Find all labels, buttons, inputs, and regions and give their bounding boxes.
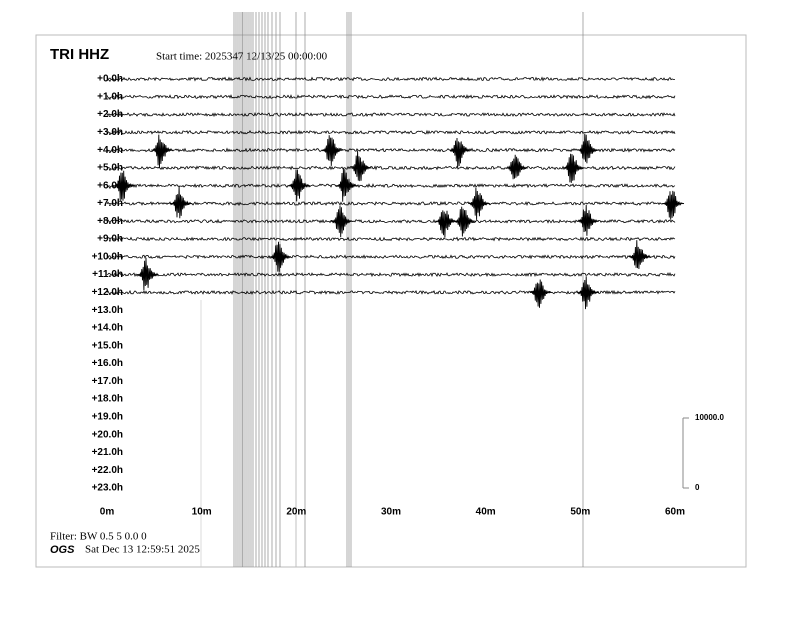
station-title: TRI HHZ: [50, 46, 109, 63]
x-tick-label: 40m: [476, 507, 496, 518]
hour-label: +19.0h: [92, 412, 123, 423]
trace: [106, 165, 676, 171]
x-tick-label: 10m: [192, 507, 212, 518]
x-tick-label: 30m: [381, 507, 401, 518]
hour-label: +22.0h: [92, 465, 123, 476]
event: [169, 186, 192, 219]
event: [321, 135, 344, 166]
hour-label: +4.0h: [97, 145, 123, 156]
event: [151, 134, 173, 168]
scale-label: 0: [695, 483, 700, 492]
hour-label: +3.0h: [97, 127, 123, 138]
event: [288, 169, 311, 202]
hour-label: +14.0h: [92, 323, 123, 334]
timestamp: Sat Dec 13 12:59:51 2025: [85, 544, 200, 556]
event: [577, 276, 599, 310]
event: [468, 187, 491, 220]
x-tick-label: 20m: [286, 507, 306, 518]
trace: [106, 183, 676, 189]
event: [629, 240, 651, 270]
event: [136, 257, 159, 291]
hour-label: +17.0h: [92, 376, 123, 387]
event: [562, 153, 585, 183]
hour-label: +16.0h: [92, 358, 123, 369]
hour-label: +8.0h: [97, 216, 123, 227]
event: [269, 241, 292, 272]
x-tick-label: 50m: [570, 507, 590, 518]
event: [506, 154, 528, 180]
event: [577, 133, 599, 164]
start-time: Start time: 2025347 12/13/25 00:00:00: [156, 51, 328, 63]
hour-label: +21.0h: [92, 447, 123, 458]
event: [453, 206, 476, 237]
trace: [106, 147, 676, 153]
hour-label: +23.0h: [92, 483, 123, 494]
x-tick-label: 0m: [100, 507, 115, 518]
hour-label: +18.0h: [92, 394, 123, 405]
event: [662, 190, 685, 220]
event: [113, 170, 136, 201]
trace: [106, 111, 676, 118]
event: [335, 168, 358, 202]
frame: [35, 34, 747, 568]
filter: Filter: BW 0.5 5 0.0 0: [50, 531, 147, 543]
trace: [106, 200, 676, 207]
event: [435, 210, 457, 238]
hour-label: +13.0h: [92, 305, 123, 316]
scale-label: 10000.0: [695, 413, 724, 422]
event: [529, 279, 552, 308]
trace: [106, 76, 676, 82]
trace: [106, 271, 676, 278]
event: [449, 137, 472, 168]
hour-label: +1.0h: [97, 91, 123, 102]
hour-label: +15.0h: [92, 340, 123, 351]
trace: [106, 94, 676, 100]
hour-label: +0.0h: [97, 74, 123, 85]
x-tick-label: 60m: [665, 507, 685, 518]
hour-label: +20.0h: [92, 429, 123, 440]
glitch-lines: [200, 12, 584, 567]
trace: [106, 236, 676, 242]
source: OGS: [50, 544, 75, 556]
event: [330, 205, 353, 238]
trace: [106, 129, 676, 135]
trace: [106, 254, 676, 260]
hour-label: +6.0h: [97, 180, 123, 191]
hour-label: +11.0h: [92, 269, 123, 280]
event: [349, 150, 372, 182]
event: [577, 204, 599, 236]
